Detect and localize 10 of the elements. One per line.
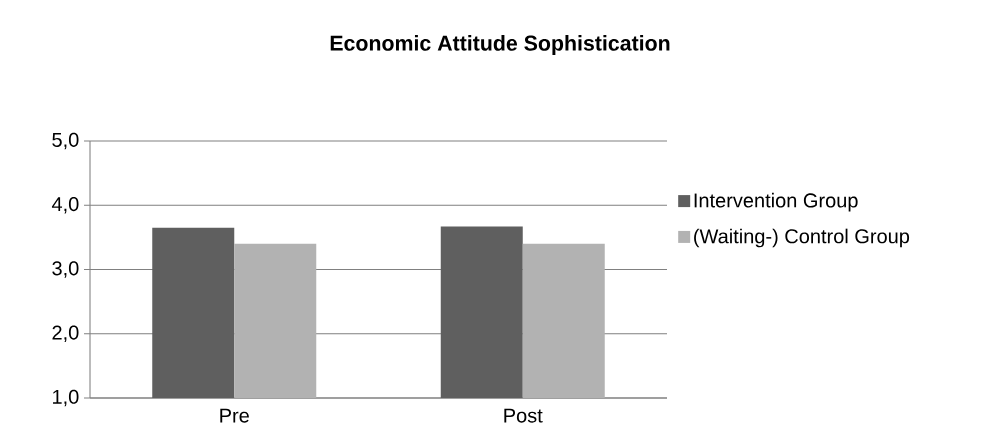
y-tick-label: 1,0 bbox=[53, 389, 79, 407]
y-tick-label: 4,0 bbox=[51, 196, 79, 214]
x-tick-label: Post bbox=[504, 408, 543, 423]
chart-title: Economic Attitude Sophistication bbox=[330, 35, 670, 55]
y-tick-label: 2,0 bbox=[52, 325, 79, 342]
y-tick-label: 5,0 bbox=[52, 132, 79, 150]
x-tick-label: Pre bbox=[220, 408, 249, 423]
legend-label: Intervention Group bbox=[694, 192, 858, 212]
y-tick-label: 3,0 bbox=[52, 261, 79, 278]
legend-label: (Waiting-) Control Group bbox=[694, 228, 910, 248]
